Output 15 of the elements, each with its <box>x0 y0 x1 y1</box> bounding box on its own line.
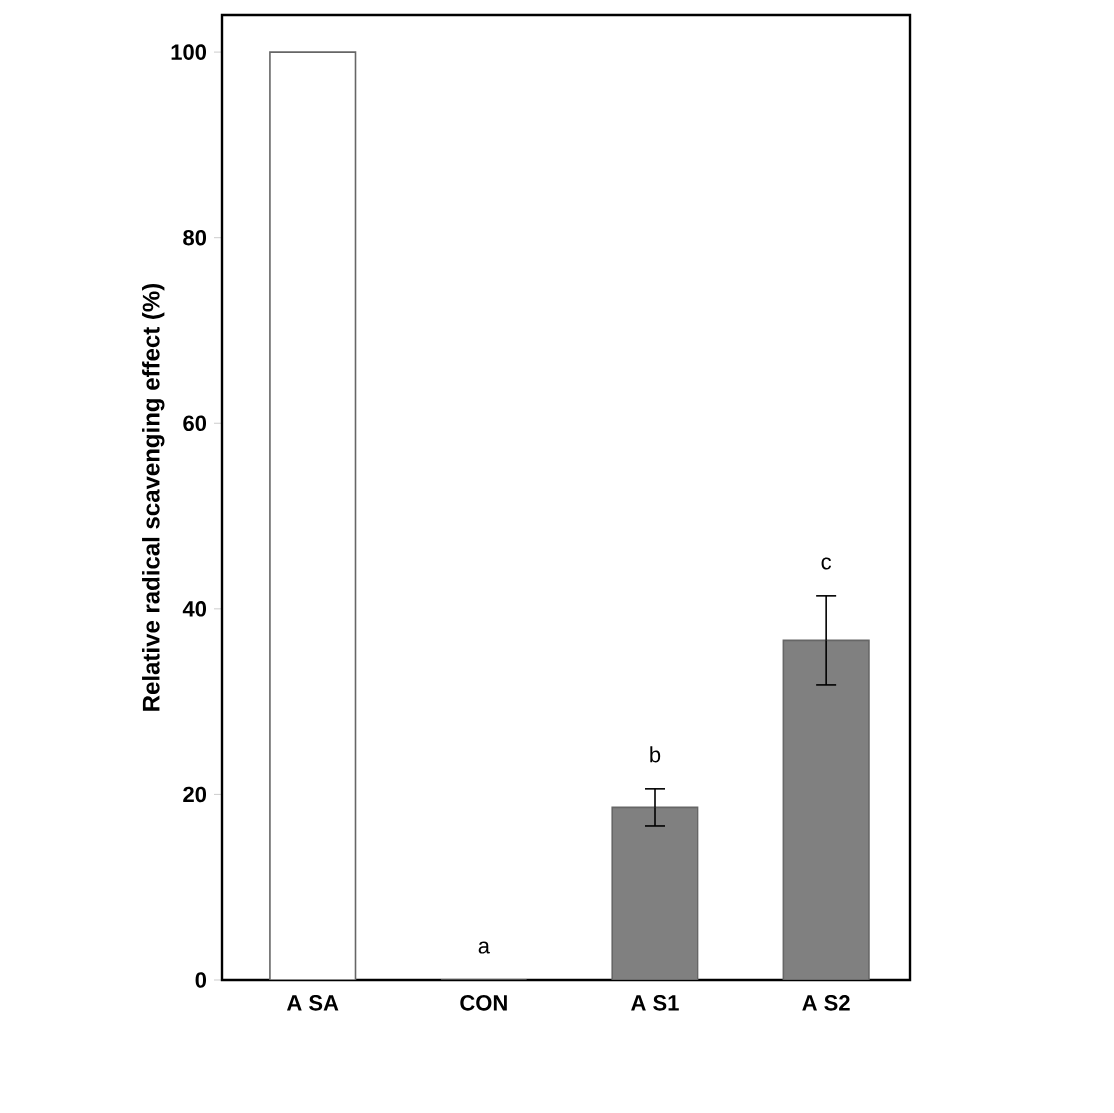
y-axis-title: Relative radical scavenging effect (%) <box>142 283 165 711</box>
y-tick-label: 100 <box>171 44 207 60</box>
y-tick-label: 0 <box>195 972 207 988</box>
x-tick-label: A SA <box>286 995 339 1011</box>
y-tick-label: 40 <box>182 601 207 617</box>
annotation: b <box>650 746 661 763</box>
y-tick-label: 60 <box>183 415 207 432</box>
x-tick-label: A S1 <box>631 995 679 1011</box>
annotation: c <box>821 557 832 570</box>
y-tick-label: 20 <box>183 786 207 803</box>
y-tick-label: 80 <box>183 229 207 246</box>
x-tick-label: A S2 <box>802 995 850 1011</box>
bar <box>269 51 357 980</box>
x-tick-label: CON <box>460 995 507 1011</box>
annotation: a <box>478 941 490 954</box>
